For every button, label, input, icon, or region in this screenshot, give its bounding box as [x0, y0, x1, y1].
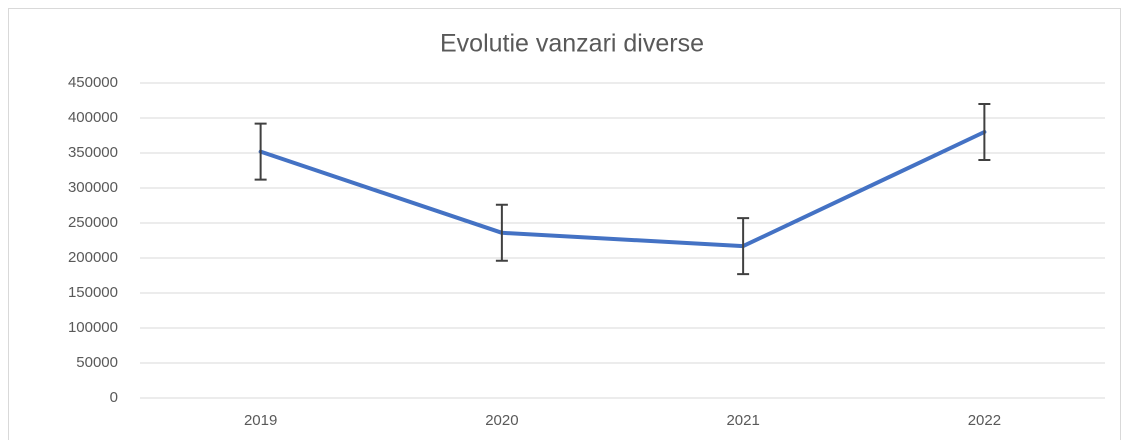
x-tick-label: 2020 [485, 412, 518, 429]
y-tick-label: 100000 [68, 319, 118, 336]
chart-title: Evolutie vanzari diverse [440, 30, 704, 58]
y-tick-label: 450000 [68, 74, 118, 91]
x-tick-label: 2021 [726, 412, 759, 429]
error-bar [495, 203, 508, 262]
y-tick-label: 350000 [68, 144, 118, 161]
x-tick-label: 2022 [968, 412, 1001, 429]
y-tick-label: 300000 [68, 179, 118, 196]
y-tick-label: 150000 [68, 284, 118, 301]
error-bar [737, 217, 750, 276]
y-tick-label: 0 [110, 389, 118, 406]
chart-frame [8, 8, 1121, 440]
error-bar [978, 103, 991, 161]
y-tick-label: 200000 [68, 249, 118, 266]
error-bar [254, 122, 267, 181]
y-tick-label: 400000 [68, 109, 118, 126]
x-tick-label: 2019 [244, 412, 277, 429]
y-tick-label: 250000 [68, 214, 118, 231]
data-line [258, 130, 987, 249]
y-tick-label: 50000 [76, 354, 118, 371]
